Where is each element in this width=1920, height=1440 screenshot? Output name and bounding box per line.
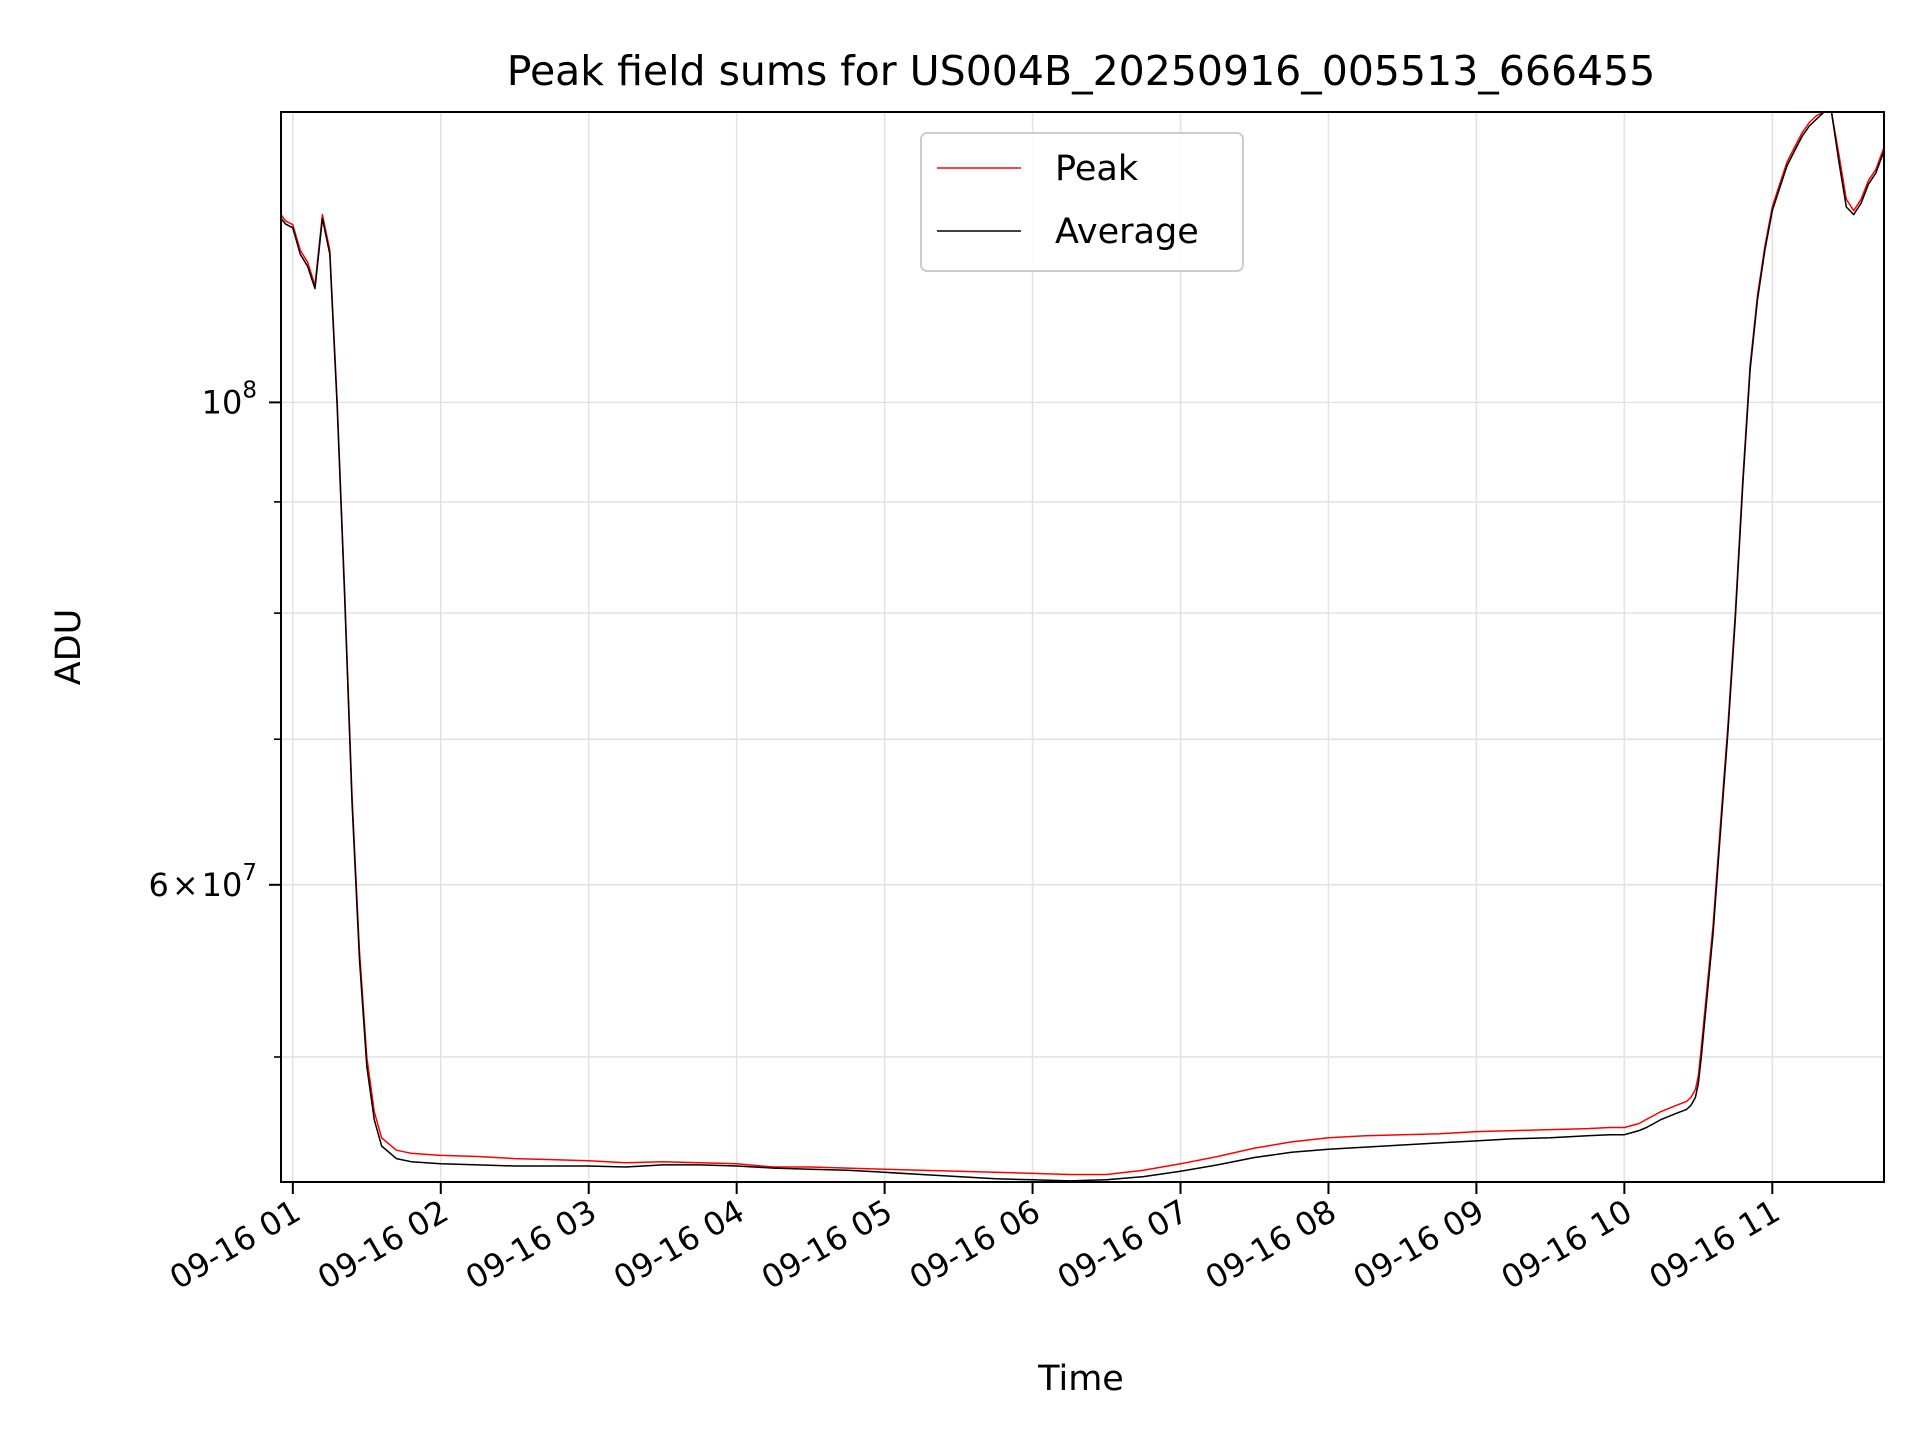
- series-layer: [280, 111, 1885, 1182]
- legend: Peak Average: [920, 132, 1244, 272]
- y-tick-label-part: ×: [172, 866, 199, 904]
- plot-frame: [280, 111, 1885, 1183]
- series-line-peak: [280, 111, 1885, 1176]
- y-tick-label: 108: [202, 377, 257, 421]
- legend-label-average: Average: [1055, 212, 1199, 252]
- y-tick-label-part: 8: [242, 377, 257, 403]
- y-tick-label-part: 7: [242, 860, 257, 886]
- grid: [281, 112, 1884, 1182]
- y-tick-label-part: 10: [202, 383, 243, 421]
- series-line-average: [280, 111, 1885, 1182]
- y-tick-label-part: 6: [148, 866, 168, 904]
- legend-label-peak: Peak: [1055, 149, 1139, 189]
- y-tick-label: 6×107: [148, 860, 257, 904]
- x-axis-label: Time: [1037, 1359, 1124, 1399]
- y-tick-label-part: 10: [202, 866, 243, 904]
- y-axis-label: ADU: [49, 609, 89, 686]
- chart-title: Peak field sums for US004B_20250916_0055…: [507, 47, 1656, 95]
